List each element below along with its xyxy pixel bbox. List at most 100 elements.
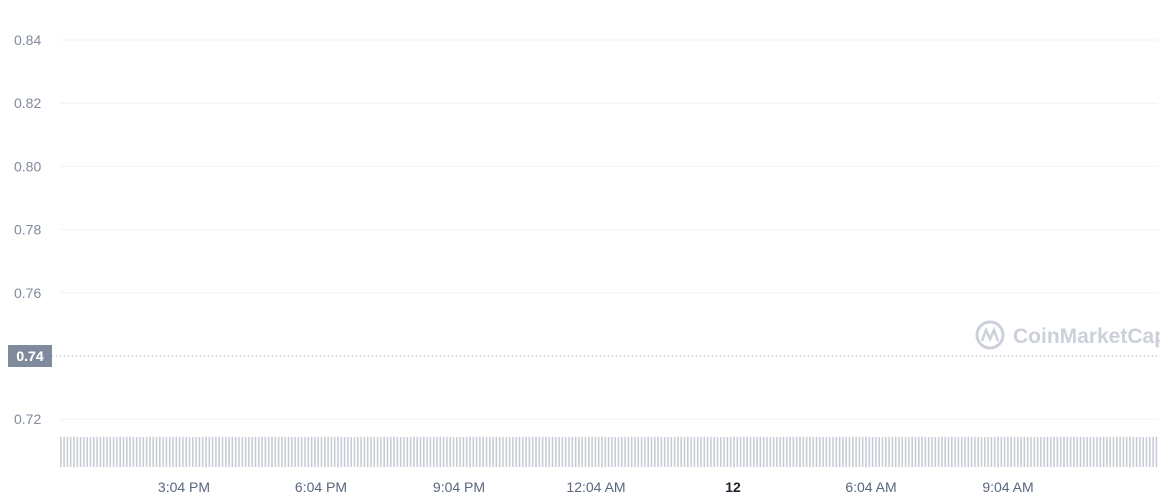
- volume-bar: [116, 436, 118, 467]
- volume-bar: [795, 436, 798, 467]
- volume-bar: [832, 436, 834, 467]
- volume-bar: [739, 436, 742, 467]
- volume-bar: [885, 436, 887, 467]
- volume-bar: [340, 436, 343, 467]
- volume-bar: [452, 436, 455, 467]
- volume-bar: [815, 436, 818, 467]
- volume-bar: [515, 436, 517, 467]
- volume-bar: [73, 436, 75, 467]
- volume-bar: [489, 436, 491, 467]
- volume-bar: [258, 436, 260, 467]
- volume-bar: [89, 436, 92, 467]
- volume-bar: [333, 436, 336, 467]
- y-tick-label: 0.72: [14, 411, 41, 427]
- volume-bar: [399, 436, 402, 467]
- volume-bar: [86, 436, 88, 467]
- volume-bar: [601, 436, 603, 467]
- volume-bar: [720, 436, 722, 467]
- x-axis: 3:04 PM 6:04 PM 9:04 PM 12:04 AM 12 6:04…: [158, 479, 1034, 495]
- volume-bar: [868, 436, 871, 467]
- volume-bar: [69, 436, 72, 467]
- volume-bar: [1026, 436, 1029, 467]
- baseline-label-box: [8, 345, 52, 367]
- volume-bar: [713, 436, 715, 467]
- volume-bar: [426, 436, 428, 467]
- y-axis: 0.72 0.74 0.76 0.78 0.80 0.82 0.84: [14, 32, 44, 427]
- volume-bar: [855, 436, 857, 467]
- volume-bar: [1142, 436, 1144, 467]
- volume-bar: [360, 436, 362, 467]
- volume-bar: [132, 436, 135, 467]
- volume-bar: [317, 436, 319, 467]
- volume-bar: [370, 436, 372, 467]
- volume-bar: [861, 436, 864, 467]
- volume-bar: [419, 436, 422, 467]
- volume-bar: [779, 436, 781, 467]
- volume-bar: [555, 436, 557, 467]
- volume-bar: [231, 436, 234, 467]
- volume-bar: [792, 436, 795, 467]
- volume-bar: [561, 436, 564, 467]
- volume-bar: [498, 436, 501, 467]
- volume-bar: [287, 436, 290, 467]
- volume-bar: [1020, 436, 1022, 467]
- volume-bar: [898, 436, 900, 467]
- volume-bar: [294, 436, 296, 467]
- volume-bar: [96, 436, 98, 467]
- volume-bar: [159, 436, 161, 467]
- volume-bar: [211, 436, 214, 467]
- volume-bar: [1066, 436, 1069, 467]
- volume-bar: [970, 436, 973, 467]
- grid-lines: [60, 39, 1158, 420]
- volume-bar: [439, 436, 442, 467]
- volume-bar: [805, 436, 808, 467]
- volume-bar: [828, 436, 831, 467]
- volume-bar: [951, 436, 953, 467]
- volume-bar: [112, 436, 115, 467]
- volume-bar: [937, 436, 940, 467]
- volume-bar: [1096, 436, 1098, 467]
- volume-bar: [957, 436, 960, 467]
- volume-bar: [1007, 436, 1009, 467]
- volume-bar: [914, 436, 917, 467]
- volume-bar: [660, 436, 663, 467]
- volume-bar: [215, 436, 217, 467]
- volume-bar: [502, 436, 504, 467]
- baseline-label: 0.74: [8, 345, 52, 367]
- volume-bar: [842, 436, 844, 467]
- volume-bar: [535, 436, 537, 467]
- volume-bar: [271, 436, 273, 467]
- volume-bar: [875, 436, 877, 467]
- volume-bar: [267, 436, 270, 467]
- volume-bar: [264, 436, 267, 467]
- volume-bar: [188, 436, 191, 467]
- volume-bar: [479, 436, 481, 467]
- volume-bar: [822, 436, 824, 467]
- volume-bar: [1092, 436, 1095, 467]
- volume-bar: [337, 436, 339, 467]
- volume-bar: [432, 436, 435, 467]
- volume-bar: [990, 436, 993, 467]
- volume-bar: [380, 436, 382, 467]
- volume-bar: [578, 436, 580, 467]
- volume-bar: [162, 436, 164, 467]
- volume-bar: [126, 436, 128, 467]
- x-tick-label: 12:04 AM: [566, 479, 625, 495]
- volume-bar: [79, 436, 82, 467]
- volume-bar: [225, 436, 227, 467]
- volume-bar: [749, 436, 752, 467]
- volume-bar: [304, 436, 306, 467]
- volume-bar: [683, 436, 686, 467]
- volume-bar: [1079, 436, 1082, 467]
- volume-bar: [403, 436, 405, 467]
- volume-bar: [637, 436, 640, 467]
- volume-bar: [1073, 436, 1075, 467]
- volume-bar: [122, 436, 125, 467]
- volume-bar: [1129, 436, 1131, 467]
- volume-bar: [1023, 436, 1026, 467]
- volume-bar: [1152, 436, 1154, 467]
- volume-bar: [911, 436, 913, 467]
- volume-bar: [726, 436, 729, 467]
- volume-bar: [908, 436, 910, 467]
- volume-bar: [591, 436, 593, 467]
